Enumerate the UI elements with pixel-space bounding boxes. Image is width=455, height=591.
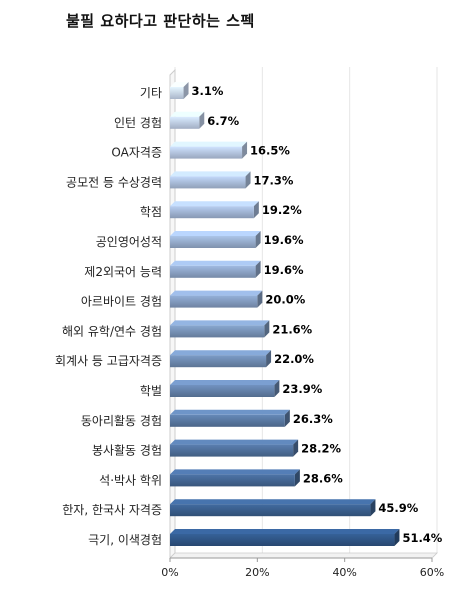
bar-end — [394, 529, 400, 546]
bar — [170, 116, 200, 129]
bar-top — [170, 82, 189, 87]
bar-top — [170, 529, 400, 534]
bar-end — [266, 350, 272, 368]
bar-end — [293, 439, 299, 457]
bar-top — [170, 290, 263, 296]
category-label: 공인영어성적 — [96, 235, 162, 249]
bar-end — [255, 260, 261, 278]
bar-top — [170, 380, 280, 385]
bar — [170, 236, 256, 248]
bar-top — [170, 439, 299, 445]
category-label: 해외 유학/연수 경험 — [62, 324, 162, 338]
floor — [169, 552, 438, 559]
category-label: OA자격증 — [111, 146, 162, 160]
value-label: 3.1% — [192, 84, 224, 98]
bar — [170, 504, 371, 517]
bar-top — [170, 469, 300, 475]
category-label: 한자, 한국사 자격증 — [62, 503, 162, 517]
category-label: 봉사활동 경험 — [92, 444, 162, 458]
bar — [170, 414, 285, 427]
bar — [170, 206, 254, 219]
value-label: 28.2% — [301, 442, 341, 456]
bar-end — [245, 171, 251, 189]
bar-end — [294, 469, 300, 487]
bar — [170, 176, 246, 189]
bar — [170, 444, 294, 457]
bar-end — [284, 409, 290, 427]
bar-end — [255, 231, 261, 248]
bar — [170, 325, 265, 338]
value-label: 26.3% — [293, 412, 333, 426]
value-label: 22.0% — [274, 352, 314, 366]
value-label: 19.2% — [262, 203, 302, 217]
category-label: 학벌 — [140, 384, 162, 398]
bar-top — [170, 409, 290, 415]
value-label: 6.7% — [207, 114, 239, 128]
bar — [170, 534, 395, 546]
bar-end — [257, 290, 263, 308]
bar — [170, 146, 243, 159]
category-label: 극기, 이색경험 — [88, 533, 162, 547]
category-label: 아르바이트 경험 — [81, 295, 162, 309]
value-label: 21.6% — [272, 322, 312, 336]
category-label: 석·박사 학위 — [99, 473, 162, 487]
x-tick-label: 40% — [332, 566, 356, 579]
bar-end — [253, 201, 259, 219]
bar-top — [170, 320, 270, 326]
bar-end — [264, 320, 270, 338]
bar-top — [170, 499, 376, 505]
bar-end — [183, 82, 189, 99]
plot-area: 0% 20% 40% 60% 기타 3.1% 인턴 경험 6.7% OA자격증 16.5% 공모전 … — [55, 67, 444, 579]
value-label: 45.9% — [378, 501, 418, 515]
value-label: 16.5% — [250, 144, 290, 158]
value-label: 19.6% — [264, 263, 304, 277]
category-label: 공모전 등 수상경력 — [66, 175, 162, 189]
bar-end — [274, 380, 280, 397]
bar-top — [170, 201, 259, 207]
bar — [170, 265, 256, 278]
bar-top — [170, 231, 261, 236]
bar-top — [170, 111, 205, 117]
x-tick-label: 20% — [245, 566, 269, 579]
bar — [170, 295, 258, 308]
bar-top — [170, 350, 272, 356]
category-label: 기타 — [140, 86, 162, 100]
bar-top — [170, 260, 261, 266]
category-label: 동아리활동 경험 — [81, 414, 162, 428]
category-label: 인턴 경험 — [114, 116, 162, 130]
bar-end — [370, 499, 376, 517]
chart-title: 불필 요하다고 판단하는 스펙 — [66, 12, 255, 30]
value-label: 20.0% — [265, 293, 305, 307]
value-label: 17.3% — [254, 173, 294, 187]
bar — [170, 474, 295, 487]
bar-end — [199, 111, 205, 129]
bar — [170, 87, 184, 99]
value-label: 23.9% — [282, 382, 322, 396]
value-label: 51.4% — [402, 531, 442, 545]
x-tick-label: 0% — [161, 566, 178, 579]
bar — [170, 355, 267, 368]
bar-top — [170, 141, 248, 147]
bar — [170, 385, 275, 397]
category-label: 회계사 등 고급자격증 — [55, 354, 162, 368]
x-tick-label: 60% — [420, 566, 444, 579]
bar-top — [170, 171, 251, 177]
category-label: 학점 — [140, 205, 162, 219]
value-label: 28.6% — [303, 471, 343, 485]
bar-end — [242, 141, 248, 159]
category-label: 제2외국어 능력 — [84, 265, 162, 279]
value-label: 19.6% — [264, 233, 304, 247]
